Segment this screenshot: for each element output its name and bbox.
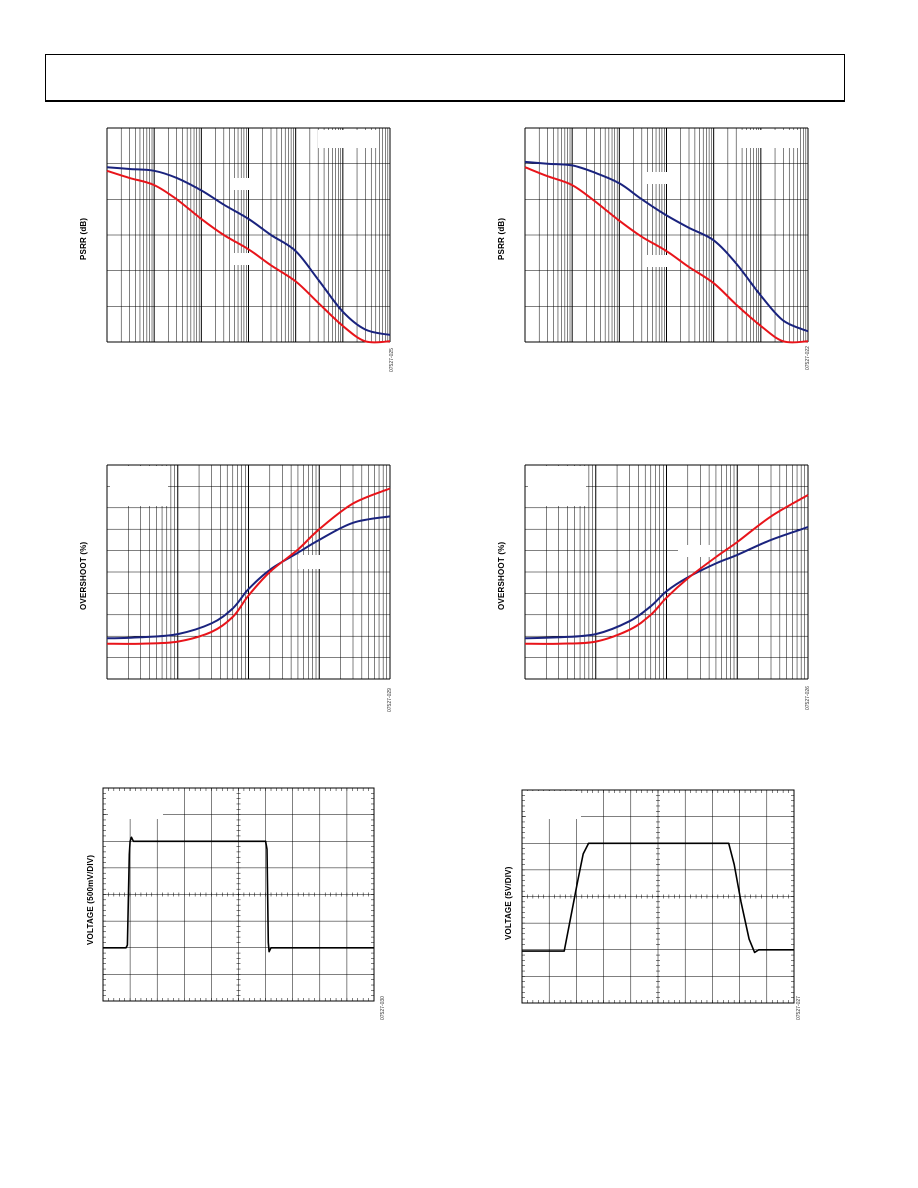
- series-line-trace: [103, 836, 374, 953]
- legend-blank-area: [108, 791, 163, 819]
- series-line-red: [524, 494, 809, 645]
- figure-code: 07527-026: [805, 686, 811, 710]
- chart-overshoot-left: [106, 464, 391, 680]
- legend-blank-area: [318, 130, 378, 148]
- chart-panel-psrr-left: PSRR (dB) 07527-025: [60, 120, 400, 380]
- chart-panel-overshoot-right: OVERSHOOT (%) 07527-026: [478, 460, 818, 720]
- legend-blank-area: [526, 791, 581, 819]
- legend-blank-area: [528, 466, 586, 506]
- legend-blank-area: [646, 172, 678, 184]
- grid: [524, 127, 809, 343]
- chart-panel-pulse-left: VOLTAGE (500mV/DIV) 07527-030: [60, 785, 400, 1025]
- series-line-red: [106, 169, 391, 344]
- figure-code: 07527-030: [380, 996, 386, 1020]
- chart-psrr-left: [106, 127, 391, 344]
- series-line-trace: [522, 842, 794, 954]
- chart-overshoot-right: [524, 464, 809, 680]
- legend-blank-area: [678, 545, 710, 557]
- series-line-blue: [106, 166, 391, 336]
- legend-blank-area: [230, 253, 262, 265]
- grid: [524, 464, 809, 680]
- grid: [106, 464, 391, 680]
- page-header-box: [45, 54, 845, 102]
- chart-panel-psrr-right: PSRR (dB) 07527-022: [478, 120, 818, 380]
- legend-blank-area: [110, 466, 168, 506]
- chart-pulse-right: [521, 789, 795, 1004]
- figure-code: 07527-027: [796, 996, 802, 1020]
- series-line-red: [106, 487, 391, 645]
- plot-border: [102, 787, 375, 1002]
- series-line-blue: [106, 515, 391, 640]
- legend-blank-area: [646, 255, 678, 267]
- series-line-blue: [524, 526, 809, 640]
- legend-blank-area: [230, 178, 262, 190]
- legend-blank-area: [298, 555, 330, 569]
- grid: [102, 787, 375, 1002]
- chart-panel-pulse-right: VOLTAGE (5V/DIV) 07527-027: [478, 785, 818, 1025]
- chart-pulse-left: [102, 787, 375, 1002]
- grid: [521, 789, 795, 1004]
- series-line-blue: [524, 160, 809, 333]
- series-line-red: [524, 166, 809, 344]
- grid: [106, 127, 391, 343]
- figure-code: 07527-029: [387, 688, 393, 712]
- figure-code: 07527-022: [805, 346, 811, 370]
- figure-code: 07527-025: [389, 348, 395, 372]
- legend-blank-area: [738, 130, 798, 148]
- chart-panel-overshoot-left: OVERSHOOT (%) 07527-029: [60, 460, 400, 720]
- plot-border: [521, 789, 795, 1004]
- chart-psrr-right: [524, 127, 809, 344]
